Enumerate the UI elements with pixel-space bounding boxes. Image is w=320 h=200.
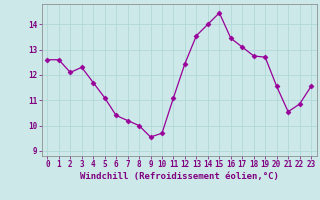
X-axis label: Windchill (Refroidissement éolien,°C): Windchill (Refroidissement éolien,°C) bbox=[80, 172, 279, 181]
